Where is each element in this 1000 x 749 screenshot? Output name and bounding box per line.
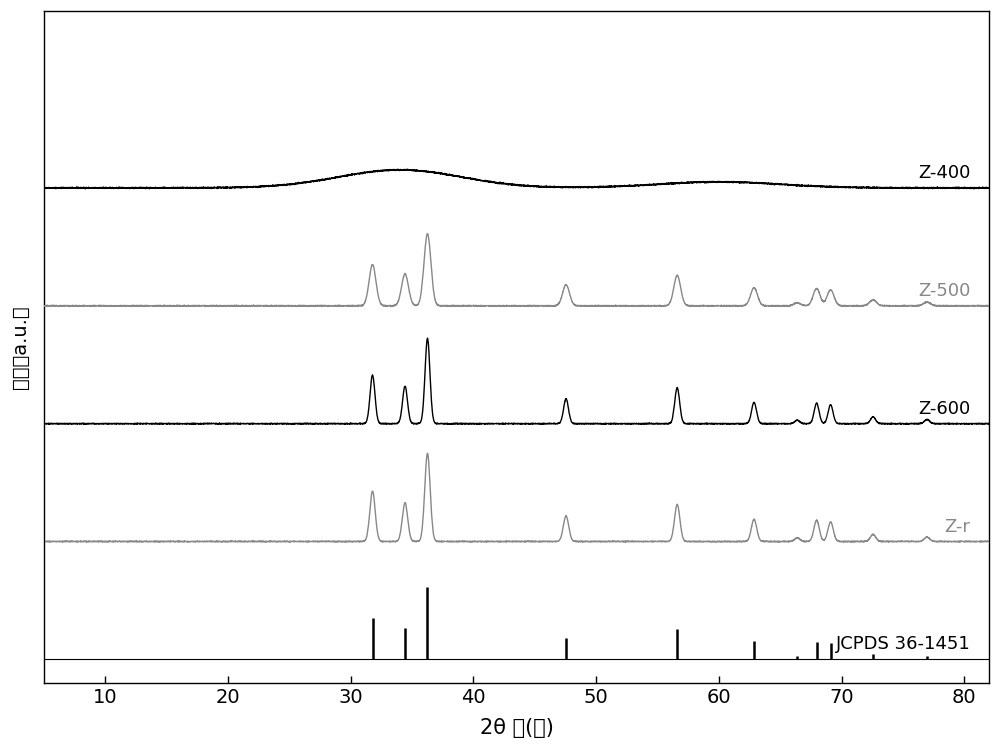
- Text: Z-500: Z-500: [918, 282, 970, 300]
- X-axis label: 2θ 角(度): 2θ 角(度): [480, 718, 553, 738]
- Y-axis label: 强度（a.u.）: 强度（a.u.）: [11, 305, 30, 389]
- Text: Z-600: Z-600: [918, 400, 970, 418]
- Text: Z-400: Z-400: [918, 164, 970, 182]
- Text: Z-r: Z-r: [945, 518, 970, 536]
- Text: JCPDS 36-1451: JCPDS 36-1451: [836, 635, 970, 653]
